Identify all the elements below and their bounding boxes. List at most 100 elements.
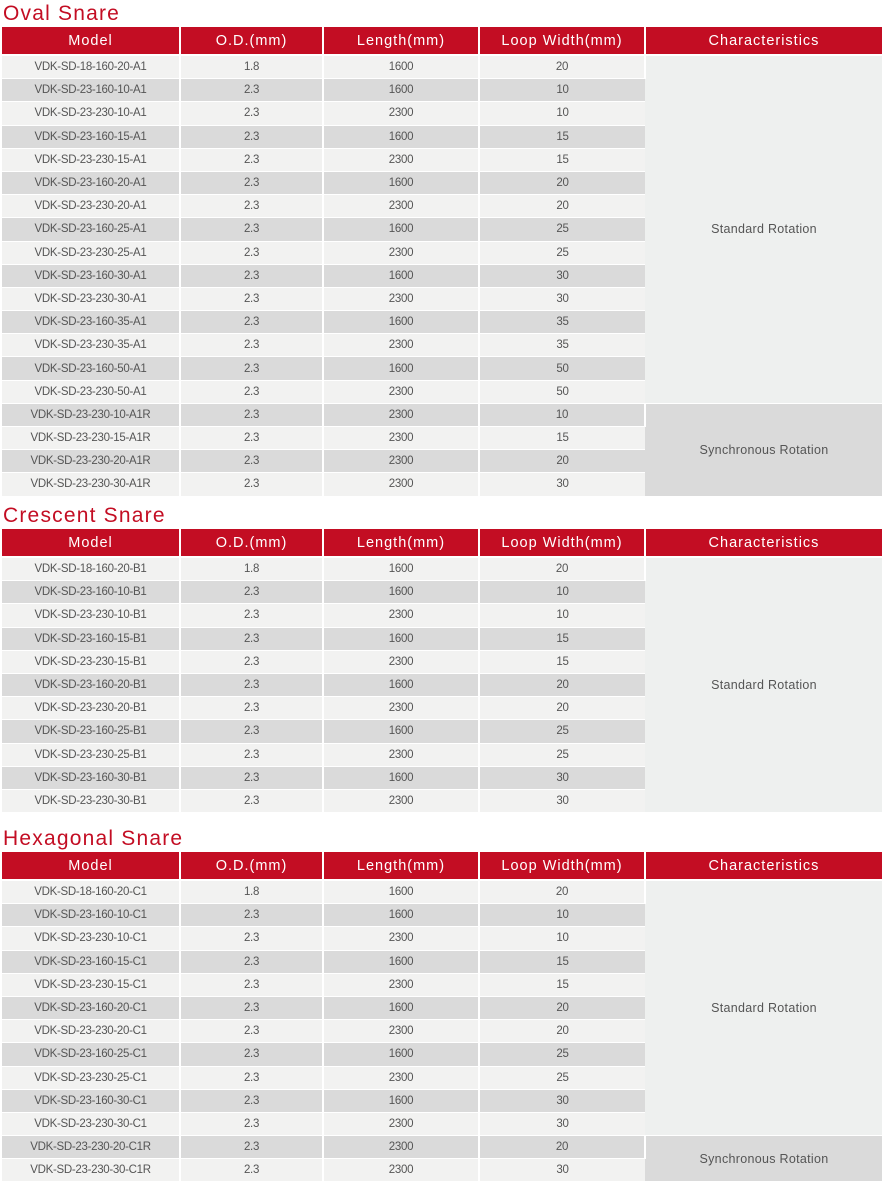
table-cell: 2300: [323, 926, 480, 951]
table-cell: VDK-SD-23-230-25-B1: [2, 743, 181, 767]
table-cell: VDK-SD-23-160-35-A1: [2, 310, 181, 335]
table-row: VDK-SD-23-160-20-A1 2.3 1600 20: [2, 171, 882, 196]
table-cell: 10: [479, 926, 645, 951]
table-cell: VDK-SD-23-230-15-A1: [2, 148, 181, 172]
table-cell: 2.3: [180, 650, 324, 674]
table-cell: 10: [479, 603, 645, 628]
table-cell: 2.3: [180, 719, 324, 744]
table-row: VDK-SD-23-230-15-C1 2.3 2300 15: [2, 973, 882, 997]
table-cell: VDK-SD-23-160-25-C1: [2, 1042, 181, 1067]
table-cell: 25: [479, 1042, 645, 1067]
table-cell: 15: [479, 650, 645, 674]
table-cell: 2300: [323, 449, 480, 474]
table-cell: VDK-SD-23-230-20-A1R: [2, 449, 181, 474]
hexagonal-snare-section: Hexagonal Snare Model O.D.(mm) Length(mm) Lo…: [2, 825, 882, 1183]
table-cell: VDK-SD-23-230-15-A1R: [2, 426, 181, 451]
table-cell: 2300: [323, 403, 480, 428]
table-cell: 2300: [323, 148, 480, 172]
table-cell: 2.3: [180, 287, 324, 312]
table-row: VDK-SD-23-230-20-B1 2.3 2300 20: [2, 696, 882, 721]
table-cell: VDK-SD-23-230-15-B1: [2, 650, 181, 674]
table-cell: 10: [479, 403, 646, 428]
column-header: Loop Width(mm): [479, 529, 646, 558]
table-row: VDK-SD-18-160-20-B1 1.8 1600 20 Standard Rot…: [2, 557, 882, 814]
table-cell: 2.3: [180, 472, 324, 497]
table-row: VDK-SD-23-160-25-C1 2.3 1600 25: [2, 1042, 882, 1067]
table-row: VDK-SD-23-230-25-B1 2.3 2300 25: [2, 743, 882, 767]
table-row: VDK-SD-23-230-25-C1 2.3 2300 25: [2, 1066, 882, 1090]
table-row: VDK-SD-23-230-10-C1 2.3 2300 10: [2, 926, 882, 951]
section-title: Hexagonal Snare: [3, 827, 184, 850]
table-row: VDK-SD-23-230-30-A1 2.3 2300 30: [2, 287, 882, 312]
table-cell: 2.3: [180, 673, 324, 698]
table-cell: 2.3: [180, 1066, 324, 1090]
table-row: VDK-SD-23-160-15-A1 2.3 1600 15: [2, 125, 882, 149]
table-cell: 2300: [323, 380, 480, 404]
table-cell: 2.3: [180, 403, 324, 428]
table-row: VDK-SD-23-230-15-B1 2.3 2300 15: [2, 650, 882, 674]
table-cell: 30: [479, 264, 645, 288]
column-header: Model: [2, 27, 181, 56]
characteristics-cell: Synchronous Rotation: [645, 1135, 882, 1183]
table-cell: 2300: [323, 472, 480, 497]
table-cell: 35: [479, 310, 645, 335]
table-cell: 20: [479, 1019, 645, 1044]
table-cell: 2300: [323, 789, 480, 814]
table-cell: 2.3: [180, 743, 324, 767]
column-header: Model: [2, 852, 181, 881]
table-cell: 30: [479, 472, 645, 497]
header-row: Model O.D.(mm) Length(mm) Loop Width(mm) Cha…: [2, 852, 882, 881]
table-cell: VDK-SD-23-160-10-A1: [2, 78, 181, 103]
characteristics-cell: Standard Rotation: [645, 557, 882, 814]
column-header: O.D.(mm): [180, 27, 324, 56]
table-row: VDK-SD-23-230-20-A1 2.3 2300 20: [2, 194, 882, 219]
table-cell: 20: [479, 194, 645, 219]
table-cell: VDK-SD-23-230-20-B1: [2, 696, 181, 721]
table-row: VDK-SD-23-160-10-B1 2.3 1600 10: [2, 580, 882, 605]
table-cell: VDK-SD-23-160-20-C1: [2, 996, 181, 1021]
table-cell: 1600: [323, 903, 480, 928]
table-cell: 2.3: [180, 171, 324, 196]
table-cell: 1600: [323, 78, 480, 103]
table-cell: 2300: [323, 287, 480, 312]
table-cell: 2300: [323, 1158, 480, 1183]
table-cell: 30: [479, 789, 645, 814]
table-cell: 30: [479, 766, 645, 790]
table-cell: VDK-SD-23-230-25-C1: [2, 1066, 181, 1090]
table-cell: VDK-SD-23-230-10-A1: [2, 101, 181, 126]
table-cell: VDK-SD-23-230-35-A1: [2, 333, 181, 358]
table-cell: 10: [479, 101, 645, 126]
table-cell: 2.3: [180, 580, 324, 605]
column-header: Characteristics: [645, 852, 882, 881]
characteristics-cell: Standard Rotation: [645, 55, 882, 404]
table-row: VDK-SD-23-160-30-C1 2.3 1600 30: [2, 1089, 882, 1113]
table-cell: 1.8: [180, 55, 324, 80]
spec-table: Model O.D.(mm) Length(mm) Loop Width(mm) Cha…: [2, 852, 882, 1183]
table-cell: 2300: [323, 426, 480, 451]
table-cell: 2300: [323, 1135, 480, 1160]
table-cell: 2300: [323, 696, 480, 721]
table-cell: 2.3: [180, 356, 324, 381]
table-cell: 2300: [323, 241, 480, 265]
table-cell: 2.3: [180, 696, 324, 721]
table-cell: 1600: [323, 55, 480, 80]
table-cell: VDK-SD-23-230-10-A1R: [2, 403, 181, 428]
table-cell: 2.3: [180, 264, 324, 288]
table-row: VDK-SD-23-230-30-B1 2.3 2300 30: [2, 789, 882, 814]
table-cell: 2300: [323, 1019, 480, 1044]
table-cell: 10: [479, 903, 645, 928]
table-cell: 2.3: [180, 217, 324, 242]
table-cell: VDK-SD-23-230-25-A1: [2, 241, 181, 265]
table-row: VDK-SD-23-160-20-B1 2.3 1600 20: [2, 673, 882, 698]
table-cell: 25: [479, 719, 645, 744]
table-cell: 2.3: [180, 1019, 324, 1044]
table-cell: VDK-SD-23-230-20-A1: [2, 194, 181, 219]
table-cell: VDK-SD-23-230-10-C1: [2, 926, 181, 951]
table-row: VDK-SD-23-230-10-A1R 2.3 2300 10 Synchronous…: [2, 403, 882, 497]
table-cell: VDK-SD-23-160-15-A1: [2, 125, 181, 149]
table-cell: 1600: [323, 627, 480, 651]
table-row: VDK-SD-23-160-15-B1 2.3 1600 15: [2, 627, 882, 651]
table-cell: 20: [479, 696, 645, 721]
table-cell: VDK-SD-23-230-30-C1: [2, 1112, 181, 1137]
table-cell: VDK-SD-23-160-30-C1: [2, 1089, 181, 1113]
